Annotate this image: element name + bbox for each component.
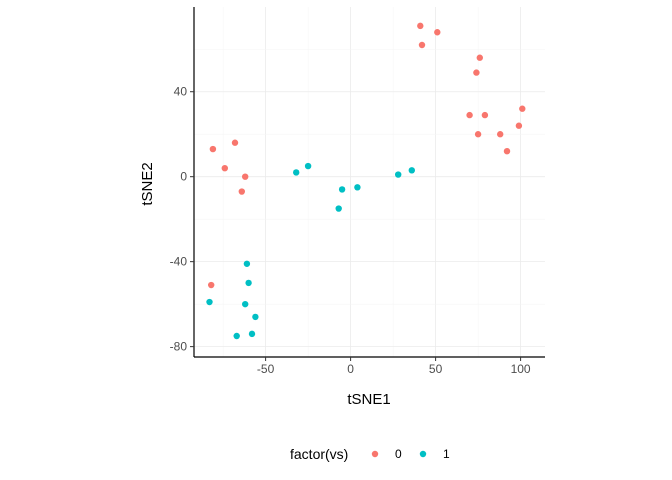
point-series-1 xyxy=(293,169,300,176)
y-tick-label: 40 xyxy=(174,85,188,99)
point-series-0 xyxy=(238,188,245,195)
point-series-0 xyxy=(209,145,217,153)
point-series-1 xyxy=(304,162,312,170)
point-series-0 xyxy=(515,122,523,129)
point-series-1 xyxy=(206,298,213,306)
x-tick-label: -50 xyxy=(257,362,275,376)
point-series-0 xyxy=(208,281,215,289)
point-series-0 xyxy=(242,173,249,180)
legend: factor(vs) 0 1 xyxy=(290,446,450,462)
y-tick-label: -40 xyxy=(170,255,188,269)
data-points xyxy=(206,22,526,340)
point-series-1 xyxy=(408,167,415,174)
y-tick-label: -80 xyxy=(170,340,188,354)
legend-key-0 xyxy=(371,450,379,458)
legend-label-0: 0 xyxy=(395,447,402,461)
x-axis-title: tSNE1 xyxy=(347,391,390,408)
point-series-0 xyxy=(231,139,239,146)
point-series-1 xyxy=(338,186,346,193)
x-tick-label: 0 xyxy=(347,362,354,376)
point-series-1 xyxy=(354,184,361,191)
point-series-1 xyxy=(248,330,256,338)
y-axis-title: tSNE2 xyxy=(139,162,156,205)
legend-key-1 xyxy=(419,450,427,458)
x-tick-label: 50 xyxy=(429,362,443,376)
point-series-1 xyxy=(243,260,251,267)
tick-labels: -50 0 50 100 -80 -40 0 40 xyxy=(170,85,531,376)
point-series-1 xyxy=(395,171,402,178)
y-tick-label: 0 xyxy=(180,170,187,184)
point-series-0 xyxy=(476,54,483,61)
legend-title: factor(vs) xyxy=(290,446,348,462)
point-series-0 xyxy=(473,69,480,76)
legend-label-1: 1 xyxy=(443,447,450,461)
x-tick-label: 100 xyxy=(511,362,531,376)
point-series-1 xyxy=(233,332,240,340)
grid-lines xyxy=(194,7,545,357)
point-series-0 xyxy=(418,41,426,49)
point-series-0 xyxy=(519,105,526,112)
point-series-0 xyxy=(474,131,482,138)
point-series-1 xyxy=(245,279,252,287)
point-series-0 xyxy=(221,164,228,172)
point-series-0 xyxy=(481,111,489,119)
point-series-0 xyxy=(497,131,504,138)
point-series-0 xyxy=(503,147,511,155)
point-series-1 xyxy=(335,205,342,212)
point-series-1 xyxy=(242,300,249,308)
point-series-1 xyxy=(252,313,259,321)
point-series-0 xyxy=(417,22,424,30)
point-series-0 xyxy=(466,111,473,119)
axes xyxy=(190,7,545,361)
point-series-0 xyxy=(434,29,441,36)
